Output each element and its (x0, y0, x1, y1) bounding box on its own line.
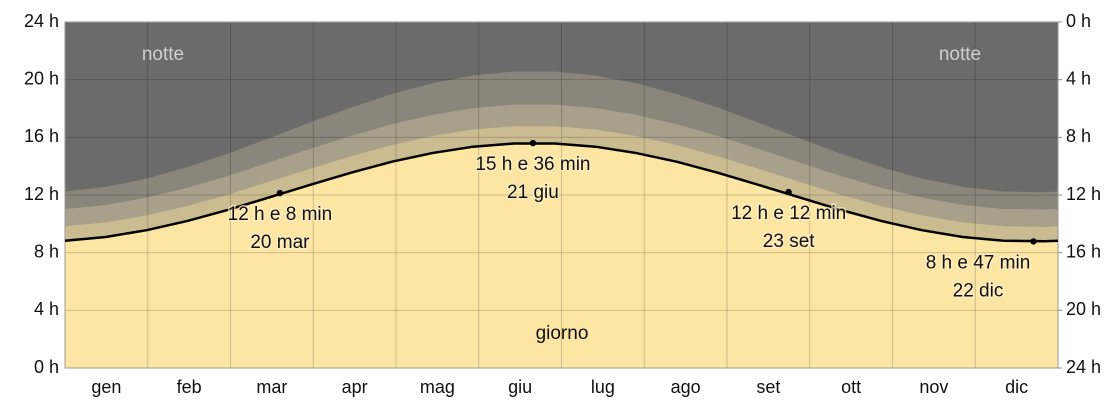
x-tick-label: ott (841, 377, 861, 397)
day-label: giorno (536, 323, 589, 344)
night-label: notte (939, 44, 981, 65)
y-tick-label: 4 h (34, 299, 59, 319)
annotation-text: 21 giu (507, 182, 559, 203)
annotation-text: 22 dic (953, 280, 1004, 301)
y-tick-label: 20 h (24, 68, 59, 88)
y-tick-label: 8 h (34, 241, 59, 261)
annotation-point (1030, 238, 1037, 245)
x-tick-label: gen (91, 377, 121, 397)
y-tick-label: 16 h (24, 126, 59, 146)
y2-tick-label: 4 h (1066, 68, 1091, 88)
y2-tick-label: 0 h (1066, 11, 1091, 31)
annotation-text: 8 h e 47 min (926, 252, 1031, 273)
y2-tick-label: 20 h (1066, 299, 1101, 319)
y2-tick-label: 8 h (1066, 126, 1091, 146)
y2-tick-label: 12 h (1066, 184, 1101, 204)
annotation-text: 20 mar (250, 232, 310, 253)
x-tick-label: nov (919, 377, 948, 397)
annotation-text: 15 h e 36 min (475, 154, 590, 175)
annotation-text: 12 h e 8 min (228, 204, 333, 225)
daylight-line (64, 142, 1059, 243)
y-tick-label: 12 h (24, 184, 59, 204)
y2-tick-label: 16 h (1066, 241, 1101, 261)
annotation-text: 23 set (763, 231, 815, 252)
x-tick-label: apr (342, 377, 368, 397)
area (65, 143, 1058, 368)
x-tick-label: feb (177, 377, 202, 397)
x-tick-label: dic (1005, 377, 1028, 397)
x-tick-label: set (756, 377, 780, 397)
annotation-point (276, 189, 284, 197)
y-tick-label: 24 h (24, 11, 59, 31)
x-tick-label: giu (508, 377, 532, 397)
plot-border (64, 21, 1059, 369)
x-tick-label: mag (420, 377, 455, 397)
annotation-text: 12 h e 12 min (731, 203, 846, 224)
x-tick-label: mar (256, 377, 287, 397)
x-tick-label: lug (591, 377, 615, 397)
y2-tick-label: 24 h (1066, 357, 1101, 377)
x-tick-label: ago (671, 377, 701, 397)
y-tick-label: 0 h (34, 357, 59, 377)
annotation-point (785, 188, 792, 196)
night-label: notte (142, 44, 184, 65)
annotation-point (529, 139, 537, 147)
